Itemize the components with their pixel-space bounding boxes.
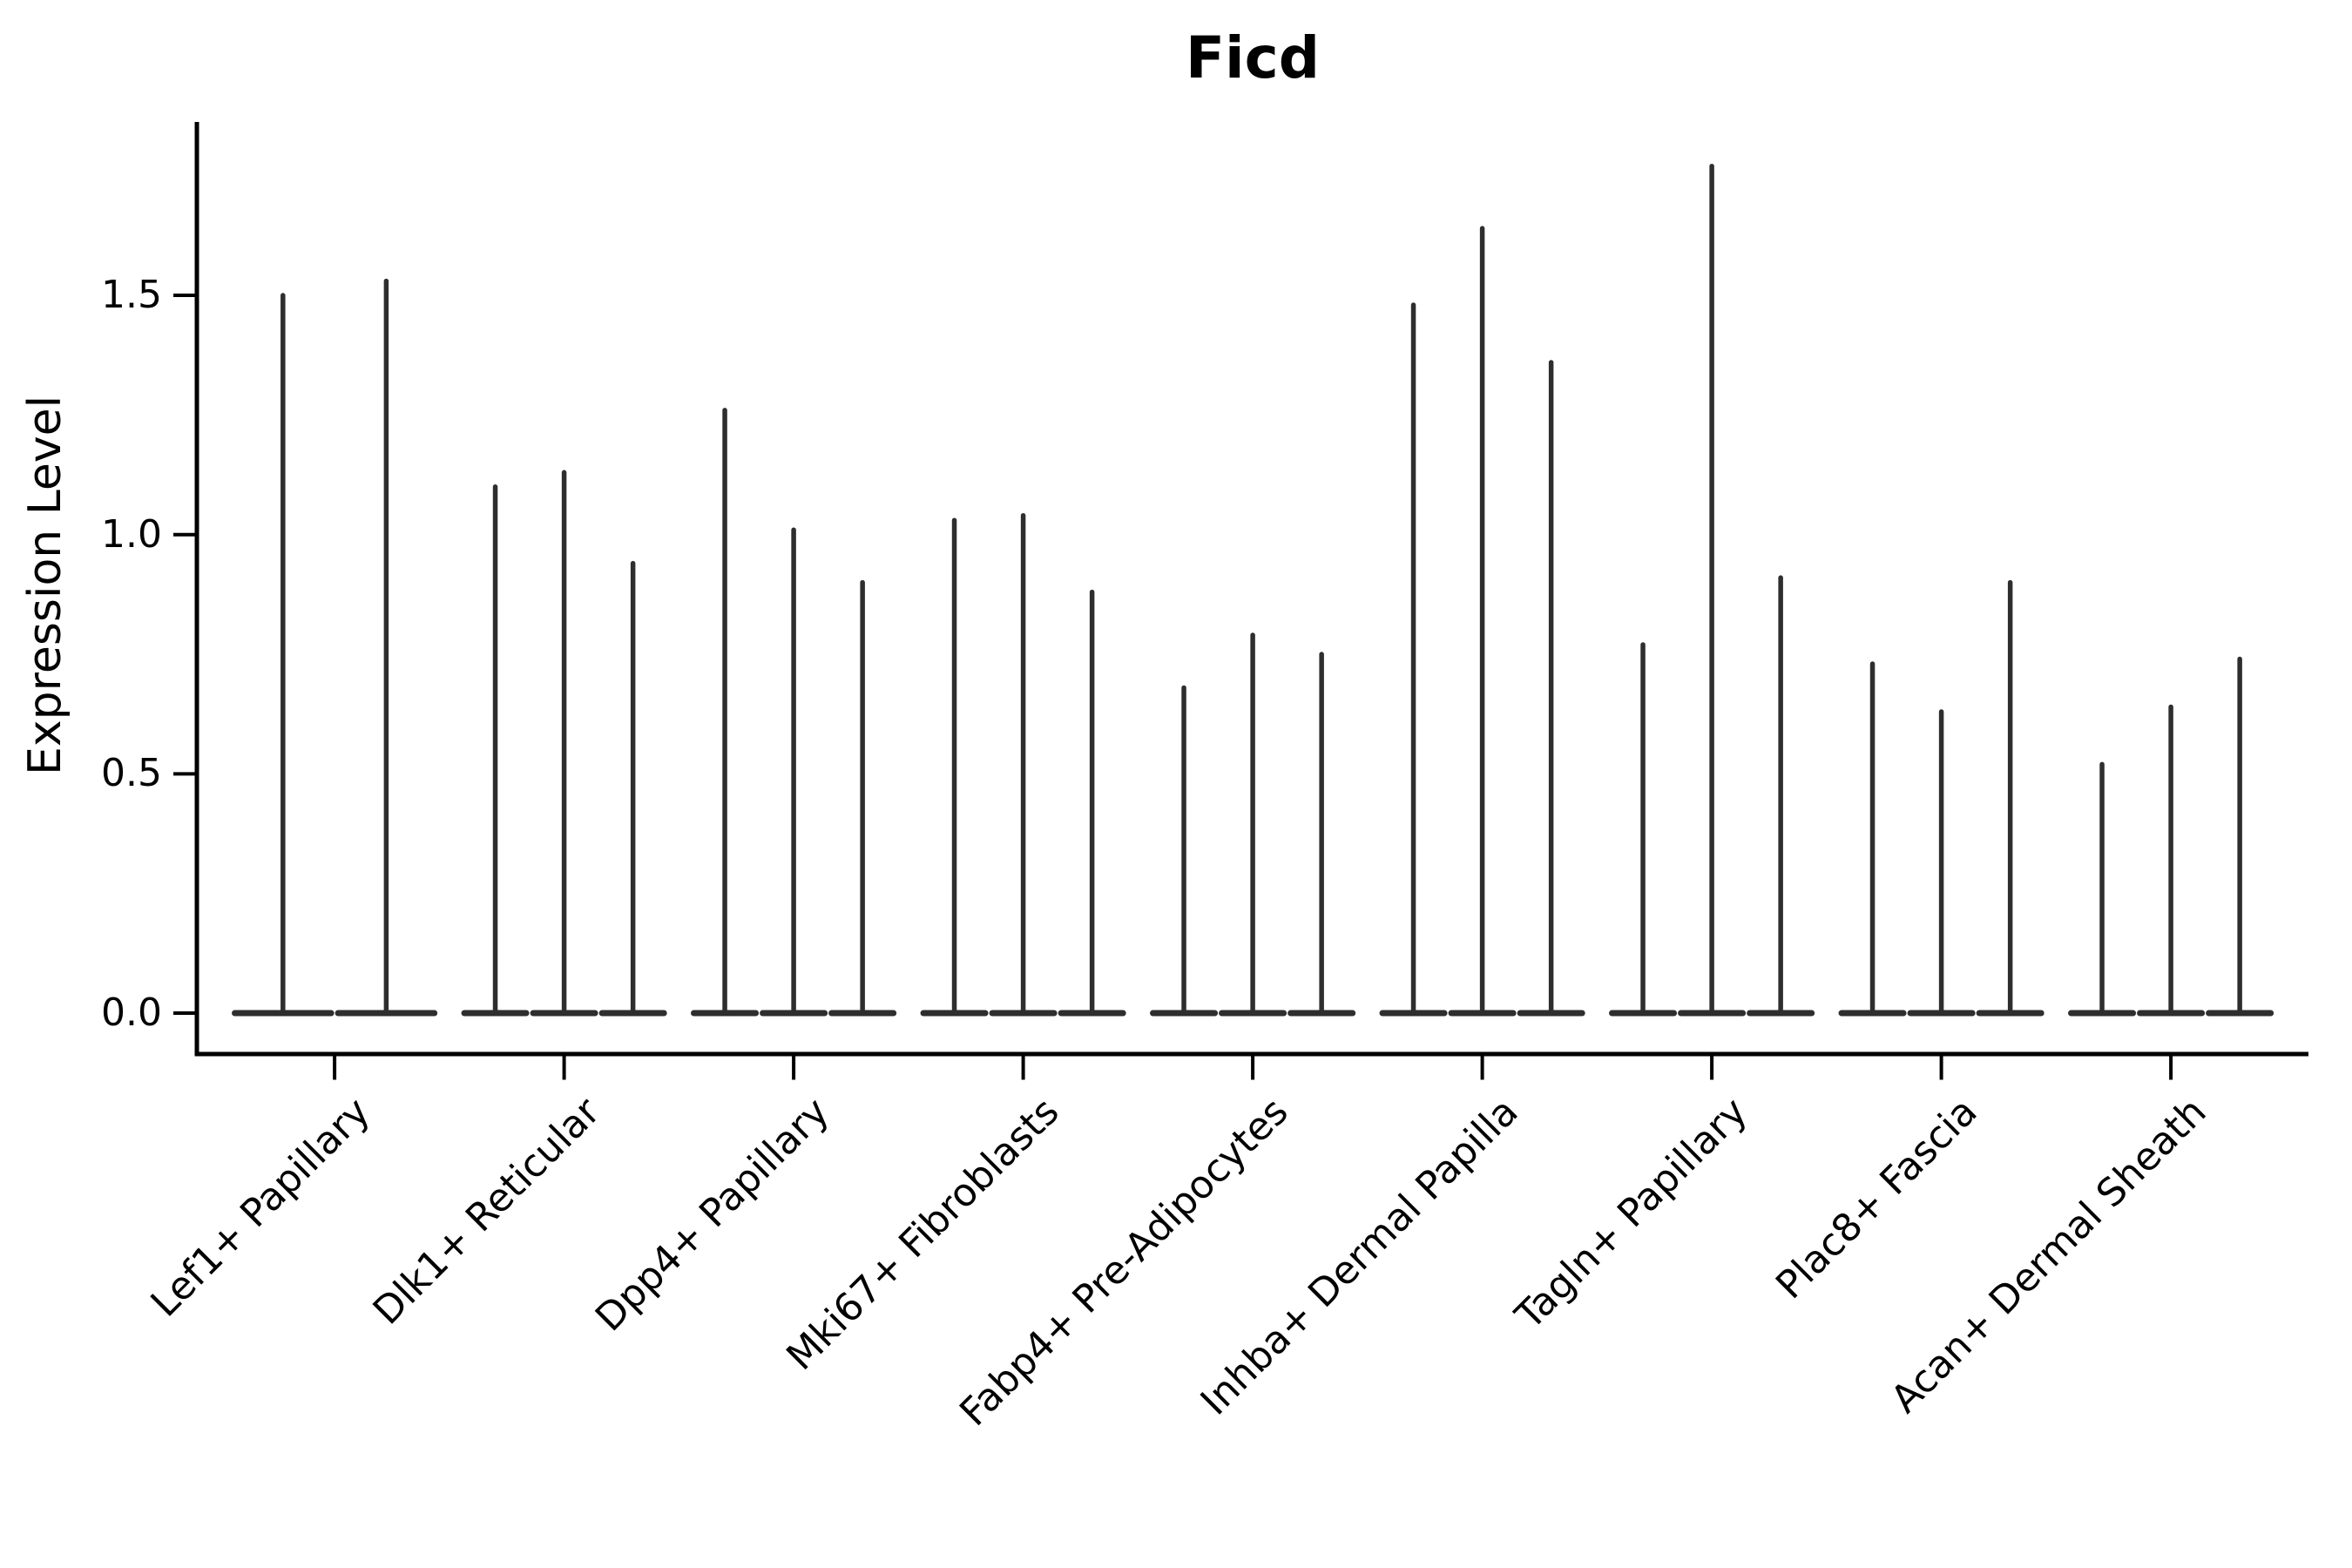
y-tick-label: 0.5	[101, 751, 162, 796]
chart-title: Ficd	[1185, 24, 1321, 91]
y-tick-label: 0.0	[101, 990, 162, 1035]
y-tick-label: 1.0	[101, 511, 162, 557]
y-tick-label: 1.5	[101, 273, 162, 318]
